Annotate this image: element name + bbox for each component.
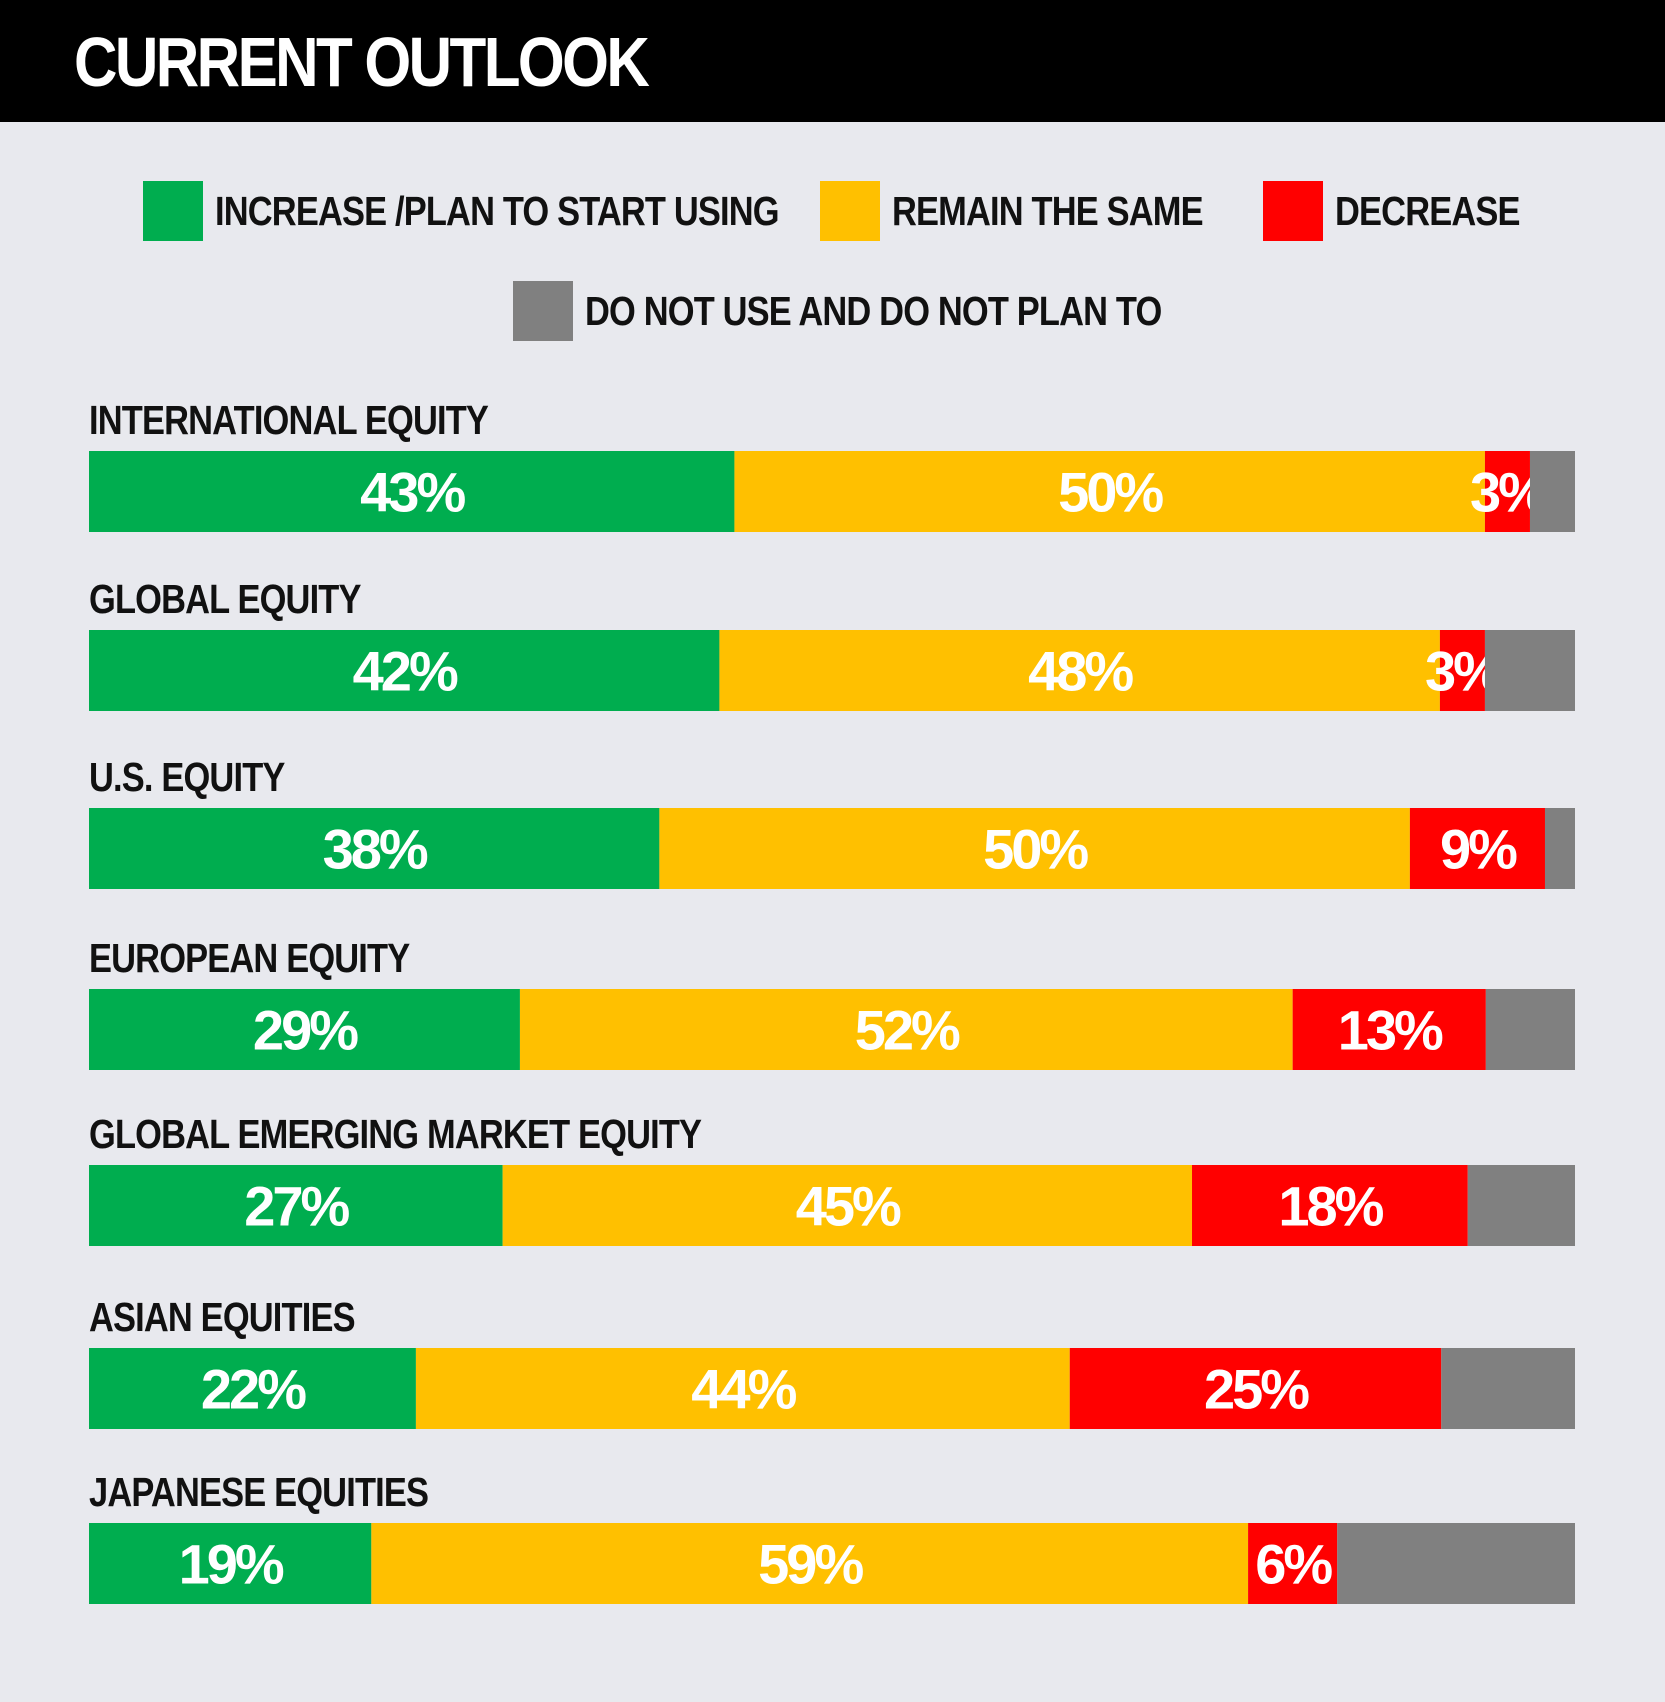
legend-label: INCREASE /PLAN TO START USING bbox=[215, 188, 780, 234]
data-label: 59% bbox=[758, 1533, 863, 1596]
legend-label: DECREASE bbox=[1335, 188, 1520, 234]
bar-segment bbox=[1248, 1523, 1338, 1604]
legend-swatch bbox=[513, 281, 573, 341]
legend-label: DO NOT USE AND DO NOT PLAN TO bbox=[585, 288, 1162, 334]
bar-segment bbox=[734, 451, 1485, 532]
bar-segment bbox=[1467, 1165, 1575, 1246]
bar-segment bbox=[1441, 1348, 1575, 1429]
category-label: U.S. EQUITY bbox=[89, 754, 285, 800]
data-label: 45% bbox=[796, 1175, 901, 1238]
data-label: 43% bbox=[360, 461, 465, 524]
bar-segment bbox=[502, 1165, 1193, 1246]
bar-segment bbox=[89, 808, 660, 889]
data-label: 22% bbox=[201, 1358, 306, 1421]
data-label: 25% bbox=[1204, 1358, 1309, 1421]
category-label: INTERNATIONAL EQUITY bbox=[89, 397, 489, 443]
bar-segment bbox=[89, 630, 720, 711]
bar-segment bbox=[89, 451, 735, 532]
data-label: 44% bbox=[691, 1358, 796, 1421]
page-title: CURRENT OUTLOOK bbox=[74, 23, 650, 101]
category-label: GLOBAL EMERGING MARKET EQUITY bbox=[89, 1111, 702, 1157]
bar-segment bbox=[659, 808, 1410, 889]
data-label: 18% bbox=[1278, 1175, 1383, 1238]
data-label: 48% bbox=[1028, 640, 1133, 703]
category-label: GLOBAL EQUITY bbox=[89, 576, 361, 622]
data-label: 27% bbox=[244, 1175, 349, 1238]
data-label: 38% bbox=[323, 818, 428, 881]
category-label: ASIAN EQUITIES bbox=[89, 1294, 356, 1340]
bar-segment bbox=[89, 1165, 503, 1246]
data-label: 29% bbox=[253, 999, 358, 1062]
bar-segment bbox=[1292, 989, 1486, 1070]
data-label: 6% bbox=[1255, 1533, 1332, 1596]
bar-segment bbox=[1484, 451, 1530, 532]
bar-segment bbox=[1544, 808, 1575, 889]
bar-segment bbox=[1409, 808, 1545, 889]
data-label: 50% bbox=[1058, 461, 1163, 524]
bar-segment bbox=[1485, 989, 1575, 1070]
data-label: 50% bbox=[983, 818, 1088, 881]
data-label: 42% bbox=[353, 640, 458, 703]
bar-segment bbox=[371, 1523, 1249, 1604]
legend-swatch bbox=[143, 181, 203, 241]
bar-segment bbox=[519, 989, 1293, 1070]
bar-segment bbox=[89, 1523, 372, 1604]
data-label: 13% bbox=[1338, 999, 1443, 1062]
title-bar: CURRENT OUTLOOK bbox=[0, 0, 1665, 122]
bar-segment bbox=[719, 630, 1440, 711]
data-label: 19% bbox=[179, 1533, 284, 1596]
legend-swatch bbox=[820, 181, 880, 241]
bar-segment bbox=[1069, 1348, 1442, 1429]
bar-segment bbox=[89, 989, 520, 1070]
legend-label: REMAIN THE SAME bbox=[892, 188, 1204, 234]
category-label: JAPANESE EQUITIES bbox=[89, 1469, 429, 1515]
bar-segment bbox=[1439, 630, 1485, 711]
category-label: EUROPEAN EQUITY bbox=[89, 935, 410, 981]
bar-segment bbox=[1484, 630, 1575, 711]
bar-segment bbox=[1337, 1523, 1575, 1604]
data-label: 9% bbox=[1440, 818, 1517, 881]
bar-segment bbox=[1192, 1165, 1468, 1246]
bar-segment bbox=[415, 1348, 1070, 1429]
bar-segment bbox=[89, 1348, 416, 1429]
data-label: 52% bbox=[855, 999, 960, 1062]
legend-swatch bbox=[1263, 181, 1323, 241]
bar-segment bbox=[1529, 451, 1575, 532]
